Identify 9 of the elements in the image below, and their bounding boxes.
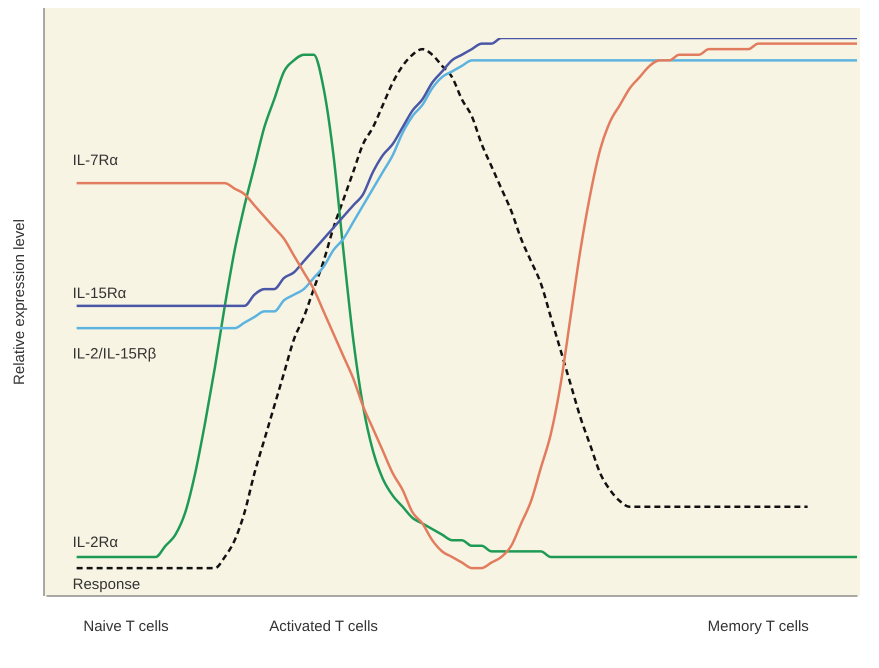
series-label: IL-7Rα — [72, 152, 118, 170]
y-axis-title: Relative expression level — [11, 219, 28, 385]
series-label: IL-2Rα — [72, 534, 118, 552]
x-tick-label: Activated T cells — [269, 618, 378, 636]
x-tick-label: Memory T cells — [708, 618, 809, 636]
series-label: IL-15Rα — [72, 284, 127, 302]
x-tick-label: Naive T cells — [83, 618, 169, 636]
series-label: IL-2/IL-15Rβ — [72, 345, 157, 362]
series-label: Response — [72, 576, 140, 594]
